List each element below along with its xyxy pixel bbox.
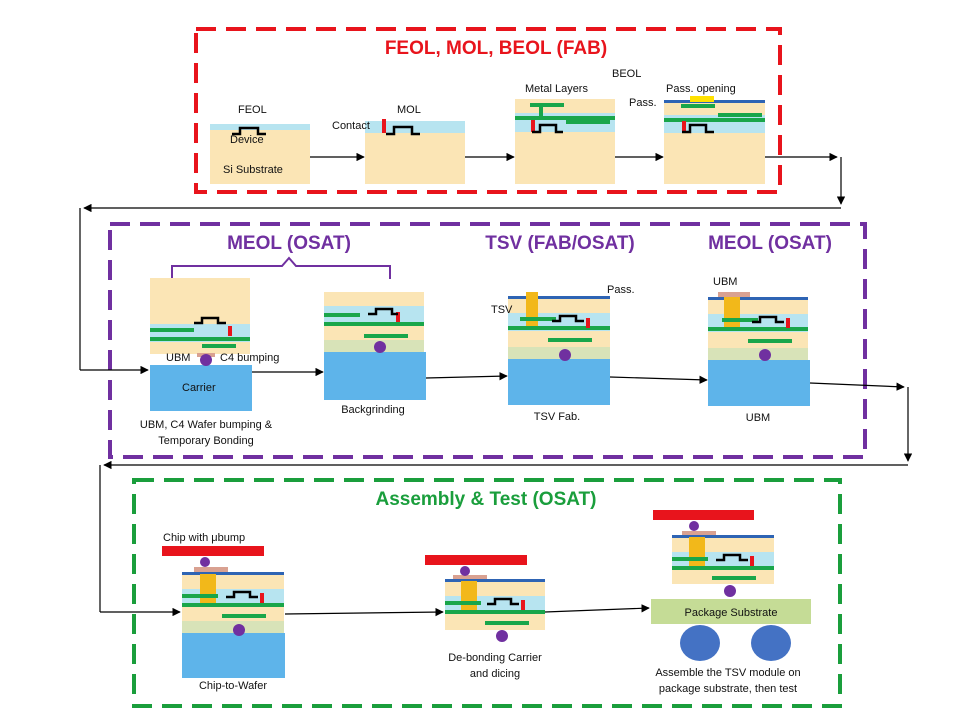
tsv-section-title: TSV (FAB/OSAT) xyxy=(485,233,635,254)
pass-label-fab: Pass. xyxy=(629,97,657,109)
meol-section-title-1: MEOL (OSAT) xyxy=(227,233,351,254)
debond-caption-line1: De-bonding Carrier xyxy=(448,652,542,664)
contact-label: Contact xyxy=(332,120,370,132)
ubm-bottom-label: UBM xyxy=(746,412,770,424)
mol-label: MOL xyxy=(397,104,421,116)
debonded-module xyxy=(425,555,545,642)
si-substrate-label: Si Substrate xyxy=(223,164,283,176)
assemble-caption-line1: Assemble the TSV module on xyxy=(655,667,800,679)
fab-section-title: FEOL, MOL, BEOL (FAB) xyxy=(385,38,607,59)
meol-brace xyxy=(171,256,391,279)
feol-wafer xyxy=(210,124,310,184)
metal-layers-wafer xyxy=(515,99,615,184)
chip-to-wafer-label: Chip-to-Wafer xyxy=(199,680,267,692)
step1-caption-line2: Temporary Bonding xyxy=(158,435,253,447)
metal-layers-label: Metal Layers xyxy=(525,83,588,95)
arrow-c2w-to-debond xyxy=(284,607,444,617)
backgrinding-wafer xyxy=(324,292,426,400)
ubm-wafer xyxy=(708,292,810,406)
fab-section-frame xyxy=(194,27,782,194)
assembly-section-title: Assembly & Test (OSAT) xyxy=(375,489,596,510)
carrier-label: Carrier xyxy=(182,382,216,394)
tsv-fab-wafer xyxy=(508,292,610,405)
arrow-debond-to-package xyxy=(544,604,650,613)
package-substrate-label: Package Substrate xyxy=(685,607,778,619)
chip-with-ubump-label: Chip with μbump xyxy=(163,532,245,544)
step1-caption-line1: UBM, C4 Wafer bumping & xyxy=(140,419,273,431)
c4-bumping-label: C4 bumping xyxy=(220,352,279,364)
ubm-top-label: UBM xyxy=(713,276,737,288)
mol-wafer xyxy=(365,119,465,184)
arrow-backgrind-to-tsv xyxy=(425,371,508,381)
pass-label-tsv: Pass. xyxy=(607,284,635,296)
feol-label: FEOL xyxy=(238,104,267,116)
tsv-fab-label: TSV Fab. xyxy=(534,411,580,423)
tsv-label: TSV xyxy=(491,304,513,316)
beol-label: BEOL xyxy=(612,68,641,80)
c4-bumping-wafer xyxy=(150,278,252,411)
arrow-tsv-to-ubm xyxy=(609,375,708,384)
debond-caption-line2: and dicing xyxy=(470,668,520,680)
arrow-ubm-out xyxy=(809,382,905,391)
device-label: Device xyxy=(230,134,264,146)
assembly-section-frame xyxy=(132,478,842,708)
pass-opening-wafer xyxy=(664,96,765,184)
pass-opening-label: Pass. opening xyxy=(666,83,736,95)
ubm-c4-label: UBM xyxy=(166,352,190,364)
meol-section-title-2: MEOL (OSAT) xyxy=(708,233,832,254)
packaged-module xyxy=(651,510,811,661)
assemble-caption-line2: package substrate, then test xyxy=(659,683,797,695)
meol-section-frame xyxy=(108,222,867,459)
chip-to-wafer-stack xyxy=(162,546,285,678)
backgrinding-label: Backgrinding xyxy=(341,404,405,416)
